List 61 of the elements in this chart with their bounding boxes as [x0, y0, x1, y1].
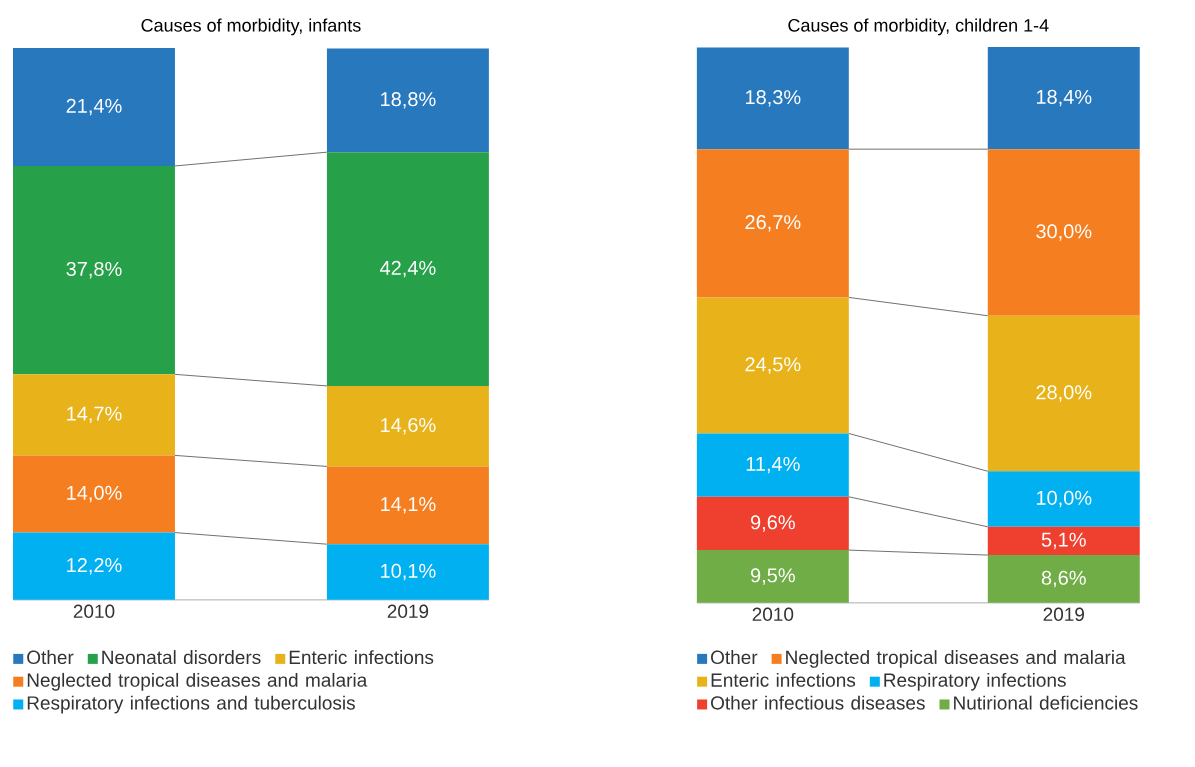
bar [326, 386, 489, 467]
bar [696, 550, 849, 603]
data-label: 10,0% [1036, 490, 1092, 508]
data-label: 10,1% [381, 563, 436, 581]
legend-label: Neglected tropical diseases and malaria [27, 672, 368, 691]
chart-title: Causes of morbidity, children 1-4 [788, 18, 1049, 36]
x-tick-label: 2010 [73, 604, 115, 619]
legend-label: Respiratory infections and tuberculosis [27, 695, 355, 714]
chart-title: Causes of morbidity, infants [141, 18, 361, 36]
legend-label: Enteric infections [289, 650, 434, 665]
data-label: 30,0% [1036, 224, 1092, 241]
bar [696, 496, 849, 551]
bar [326, 152, 489, 387]
data-label: 14,1% [381, 497, 436, 514]
data-label: 18,3% [746, 90, 801, 107]
bar [987, 47, 1140, 150]
legend-label: Neglected tropical diseases and malaria [786, 650, 1126, 668]
bar [987, 555, 1140, 603]
legend-label: Other [711, 650, 758, 665]
bar [13, 48, 175, 167]
bar [696, 149, 849, 298]
bar [987, 526, 1140, 556]
bar [987, 471, 1140, 527]
legend-label: Enteric infections [711, 672, 856, 687]
bar [326, 466, 489, 545]
bar [696, 297, 849, 434]
data-label: 11,4% [746, 457, 800, 474]
data-label: 9,6% [750, 515, 795, 532]
bar [13, 455, 175, 533]
data-label: 14,0% [67, 485, 122, 503]
data-label: 18,4% [1036, 89, 1092, 107]
legend-label: Other infectious diseases [711, 695, 925, 710]
data-label: 12,2% [67, 558, 122, 575]
data-label: 14,6% [381, 418, 436, 435]
data-label: 5,1% [1041, 532, 1086, 550]
data-label: 21,4% [66, 98, 122, 116]
data-label: 8,6% [1041, 570, 1086, 588]
bar [13, 374, 175, 456]
legend-label: Neonatal disorders [102, 650, 261, 665]
data-label: 26,7% [745, 215, 801, 232]
data-label: 37,8% [66, 261, 122, 279]
data-label: 24,5% [745, 357, 801, 374]
data-label: 28,0% [1036, 385, 1092, 402]
bar [13, 166, 175, 375]
bar [13, 532, 175, 600]
x-tick-label: 2019 [1043, 607, 1084, 622]
data-label: 42,4% [380, 260, 436, 278]
legend-label: Nutirional deficiencies [954, 695, 1138, 710]
data-label: 14,7% [67, 406, 122, 424]
data-label: 18,8% [381, 92, 436, 109]
bar [987, 149, 1140, 316]
bar [326, 544, 489, 600]
bar [987, 315, 1140, 472]
data-label: 9,5% [750, 568, 795, 585]
bar [326, 48, 489, 153]
bar [696, 47, 849, 150]
legend-label: Respiratory infections [884, 672, 1066, 691]
x-tick-label: 2019 [387, 604, 429, 619]
legend-label: Other [27, 650, 74, 665]
bar [696, 433, 849, 497]
x-tick-label: 2010 [752, 607, 794, 622]
